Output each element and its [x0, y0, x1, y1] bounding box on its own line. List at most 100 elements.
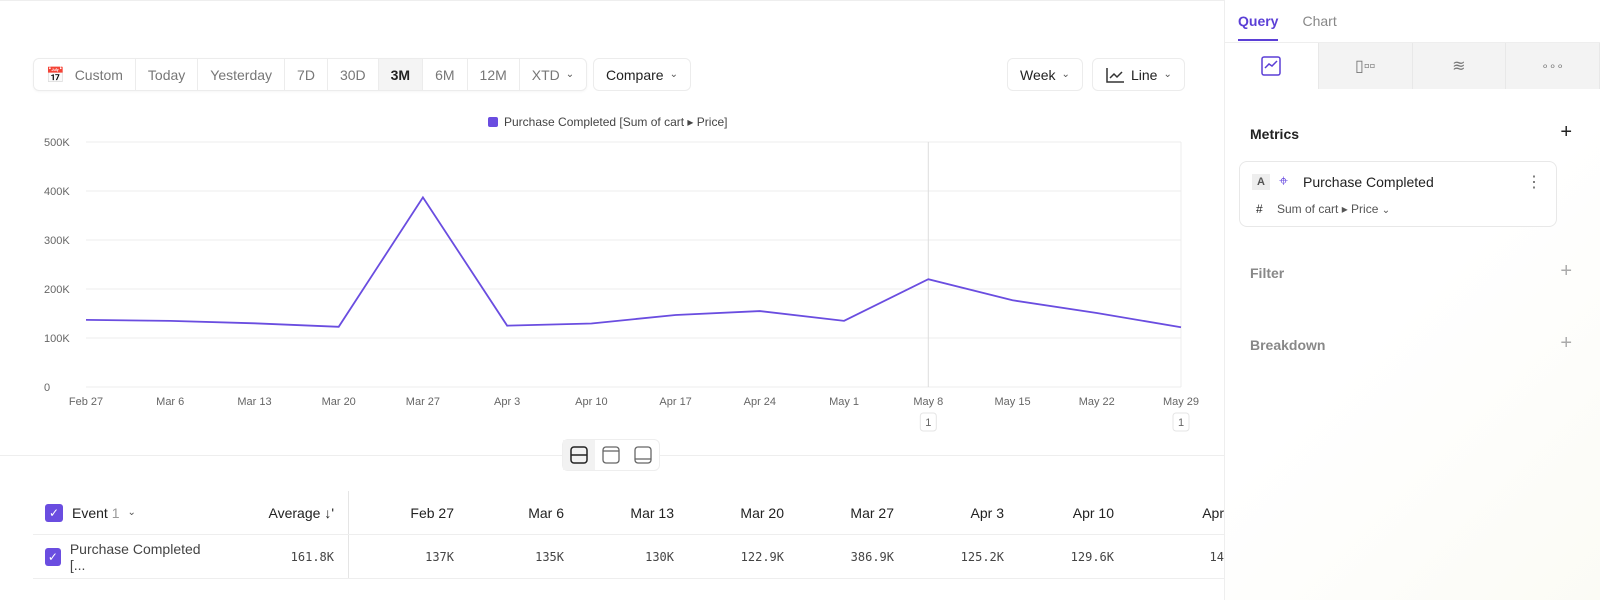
x-tick-label: Mar 6: [156, 396, 184, 408]
main-panel: 📅 Custom Today Yesterday 7D 30D 3M 6M 12M…: [0, 0, 1224, 579]
column-header[interactable]: Mar 27: [850, 504, 894, 521]
table-cell: 130K: [645, 549, 674, 564]
x-tick-label: Feb 27: [69, 396, 103, 408]
x-tick-label: Mar 13: [237, 396, 271, 408]
dots-grid-icon: ∘∘∘: [1541, 59, 1564, 73]
table-cell: 386.9K: [850, 549, 894, 564]
tab-query[interactable]: Query: [1238, 1, 1279, 41]
tab-chart[interactable]: Chart: [1302, 13, 1337, 29]
table-cell: 125.2K: [960, 549, 1004, 564]
y-tick-label: 400K: [44, 186, 70, 198]
retention-view-button[interactable]: ∘∘∘: [1506, 43, 1600, 89]
range-today[interactable]: Today: [136, 59, 199, 90]
column-header[interactable]: Mar 6: [528, 504, 564, 521]
metrics-heading: Metrics: [1250, 126, 1300, 142]
flow-icon: ≋: [1452, 58, 1466, 75]
chart-legend[interactable]: Purchase Completed [Sum of cart ▸ Price]: [488, 115, 727, 129]
table-cell: 137K: [425, 549, 454, 564]
x-tick-label: May 22: [1079, 396, 1115, 408]
x-tick-label: Mar 20: [322, 396, 356, 408]
add-breakdown-icon[interactable]: +: [1560, 332, 1572, 354]
chevron-down-icon[interactable]: ⌄: [127, 507, 136, 518]
column-divider: [348, 491, 349, 579]
bar-chart-icon: ▯▫▫: [1355, 58, 1376, 75]
data-table: ✓ Event 1 ⌄ Average ↓' Feb 27 Mar 6 Mar 13 Ma…: [33, 491, 1224, 579]
event-cursor-icon: ⌖: [1279, 173, 1289, 190]
layout-toggle: [562, 439, 660, 471]
date-range-selector: 📅 Custom Today Yesterday 7D 30D 3M 6M 12M…: [33, 58, 588, 91]
chevron-down-icon: ⌄: [1163, 69, 1172, 80]
annotation-marker: [919, 412, 937, 432]
chevron-down-icon: ⌄: [565, 69, 575, 80]
y-tick-label: 500K: [44, 137, 70, 149]
range-6m[interactable]: 6M: [423, 59, 468, 90]
layout-chart-button[interactable]: [595, 440, 627, 470]
x-tick-label: Mar 27: [406, 396, 440, 408]
filter-heading: Filter: [1250, 265, 1285, 281]
legend-swatch: [488, 117, 498, 127]
split-layout-icon: [570, 446, 588, 464]
y-tick-label: 0: [44, 382, 50, 394]
select-all-checkbox[interactable]: ✓: [45, 503, 63, 522]
interval-select[interactable]: Week ⌄: [1007, 58, 1083, 91]
chevron-down-icon: ⌄: [1381, 205, 1391, 216]
column-header[interactable]: Mar 20: [740, 504, 784, 521]
table-cell: 135K: [535, 549, 564, 564]
average-header[interactable]: Average ↓': [268, 504, 334, 521]
range-xtd[interactable]: XTD ⌄: [531, 66, 575, 83]
range-yesterday[interactable]: Yesterday: [198, 59, 286, 90]
column-header[interactable]: Feb 27: [410, 504, 454, 521]
column-header[interactable]: Mar 13: [630, 504, 674, 521]
row-checkbox[interactable]: ✓: [45, 547, 61, 566]
table-cell: 129.6K: [1070, 549, 1114, 564]
calendar-icon: 📅: [46, 66, 65, 84]
x-tick-label: May 29: [1163, 396, 1199, 408]
add-metric-icon[interactable]: +: [1560, 121, 1572, 143]
query-sidebar: Query Chart ▯▫▫ ≋ ∘∘∘ Metrics + A ⌖ Purch…: [1224, 0, 1600, 600]
chevron-down-icon: ⌄: [1061, 69, 1070, 80]
series-line: [85, 195, 1182, 329]
chart-layout-icon: [602, 446, 620, 464]
line-chart-icon: [1106, 67, 1124, 83]
column-header[interactable]: Apr 3: [970, 504, 1004, 521]
x-tick-label: May 1: [829, 396, 859, 408]
layout-table-button[interactable]: [627, 440, 659, 470]
x-tick-label: May 8: [913, 396, 943, 408]
range-30d[interactable]: 30D: [328, 59, 379, 90]
funnels-view-button[interactable]: ▯▫▫: [1318, 43, 1413, 89]
insights-view-button[interactable]: [1225, 43, 1319, 89]
aggregation-select[interactable]: Sum of cart ▸ Price ⌄: [1277, 202, 1391, 216]
metric-card[interactable]: A ⌖ Purchase Completed ⋮ # Sum of cart ▸…: [1239, 161, 1557, 227]
annotation-label: 1: [925, 417, 931, 429]
more-options-icon[interactable]: ⋮: [1526, 174, 1542, 191]
compare-button[interactable]: Compare ⌄: [593, 58, 691, 91]
line-chart-icon: [1261, 56, 1282, 76]
x-tick-label: Apr 17: [659, 396, 691, 408]
range-12m[interactable]: 12M: [468, 59, 520, 90]
layout-split-button[interactable]: [563, 440, 595, 470]
annotation-label: 1: [1178, 417, 1184, 429]
x-tick-label: Apr 3: [494, 396, 520, 408]
metric-letter-badge: A: [1252, 174, 1270, 190]
column-header[interactable]: Apr: [1202, 504, 1224, 521]
line-chart[interactable]: 0 100K 200K 300K 400K 500K Feb 27 Mar 6 Mar 13 Ma…: [0, 1, 1224, 441]
annotation-marker: [1172, 412, 1190, 432]
sort-icon: ↓': [324, 504, 334, 521]
table-header: ✓ Event 1 ⌄ Average ↓' Feb 27 Mar 6 Mar 13 Ma…: [33, 491, 1224, 535]
y-tick-label: 100K: [44, 333, 70, 345]
table-cell: 14: [1209, 549, 1224, 564]
x-tick-label: Apr 10: [575, 396, 607, 408]
chart-type-select[interactable]: Line ⌄: [1092, 58, 1185, 91]
range-7d[interactable]: 7D: [285, 59, 328, 90]
column-header[interactable]: Apr 10: [1072, 504, 1114, 521]
table-cell: 122.9K: [740, 549, 784, 564]
x-tick-label: Apr 24: [744, 396, 776, 408]
range-3m[interactable]: 3M: [378, 59, 424, 90]
range-custom[interactable]: 📅 Custom: [34, 59, 136, 90]
x-tick-label: May 15: [994, 396, 1030, 408]
y-tick-label: 200K: [44, 284, 70, 296]
table-row: ✓ Purchase Completed [... 161.8K 137K 135K…: [33, 535, 1224, 579]
flows-view-button[interactable]: ≋: [1412, 43, 1507, 89]
add-filter-icon[interactable]: +: [1560, 260, 1572, 282]
table-layout-icon: [634, 446, 652, 464]
